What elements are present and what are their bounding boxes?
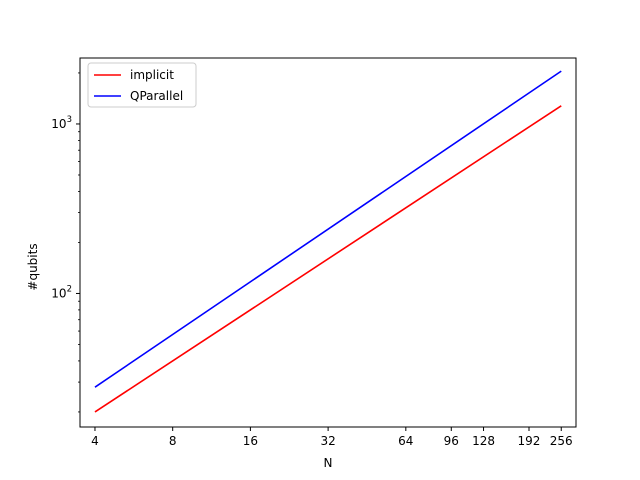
y-tick-label: 103: [51, 115, 72, 131]
x-tick-label: 256: [550, 434, 573, 448]
x-tick-label: 128: [472, 434, 495, 448]
x-tick-label: 192: [518, 434, 541, 448]
x-tick-label: 64: [398, 434, 413, 448]
x-tick-label: 96: [444, 434, 459, 448]
y-axis: 102 103: [51, 72, 80, 413]
legend-label-implicit: implicit: [130, 68, 174, 82]
series-line-qparallel: [94, 70, 562, 388]
legend-label-qparallel: QParallel: [130, 89, 183, 103]
y-tick-label: 102: [51, 284, 72, 300]
x-tick-label: 16: [243, 434, 258, 448]
legend: implicit QParallel: [87, 62, 197, 108]
x-axis: 4 8 16 32 64 96 128 192 256: [91, 427, 573, 448]
x-tick-label: 8: [169, 434, 177, 448]
x-axis-label: N: [324, 456, 333, 470]
series-layer: [94, 70, 562, 413]
x-tick-label: 32: [320, 434, 335, 448]
x-tick-label: 4: [91, 434, 99, 448]
series-line-implicit: [94, 105, 562, 413]
y-axis-label: #qubits: [26, 243, 40, 290]
